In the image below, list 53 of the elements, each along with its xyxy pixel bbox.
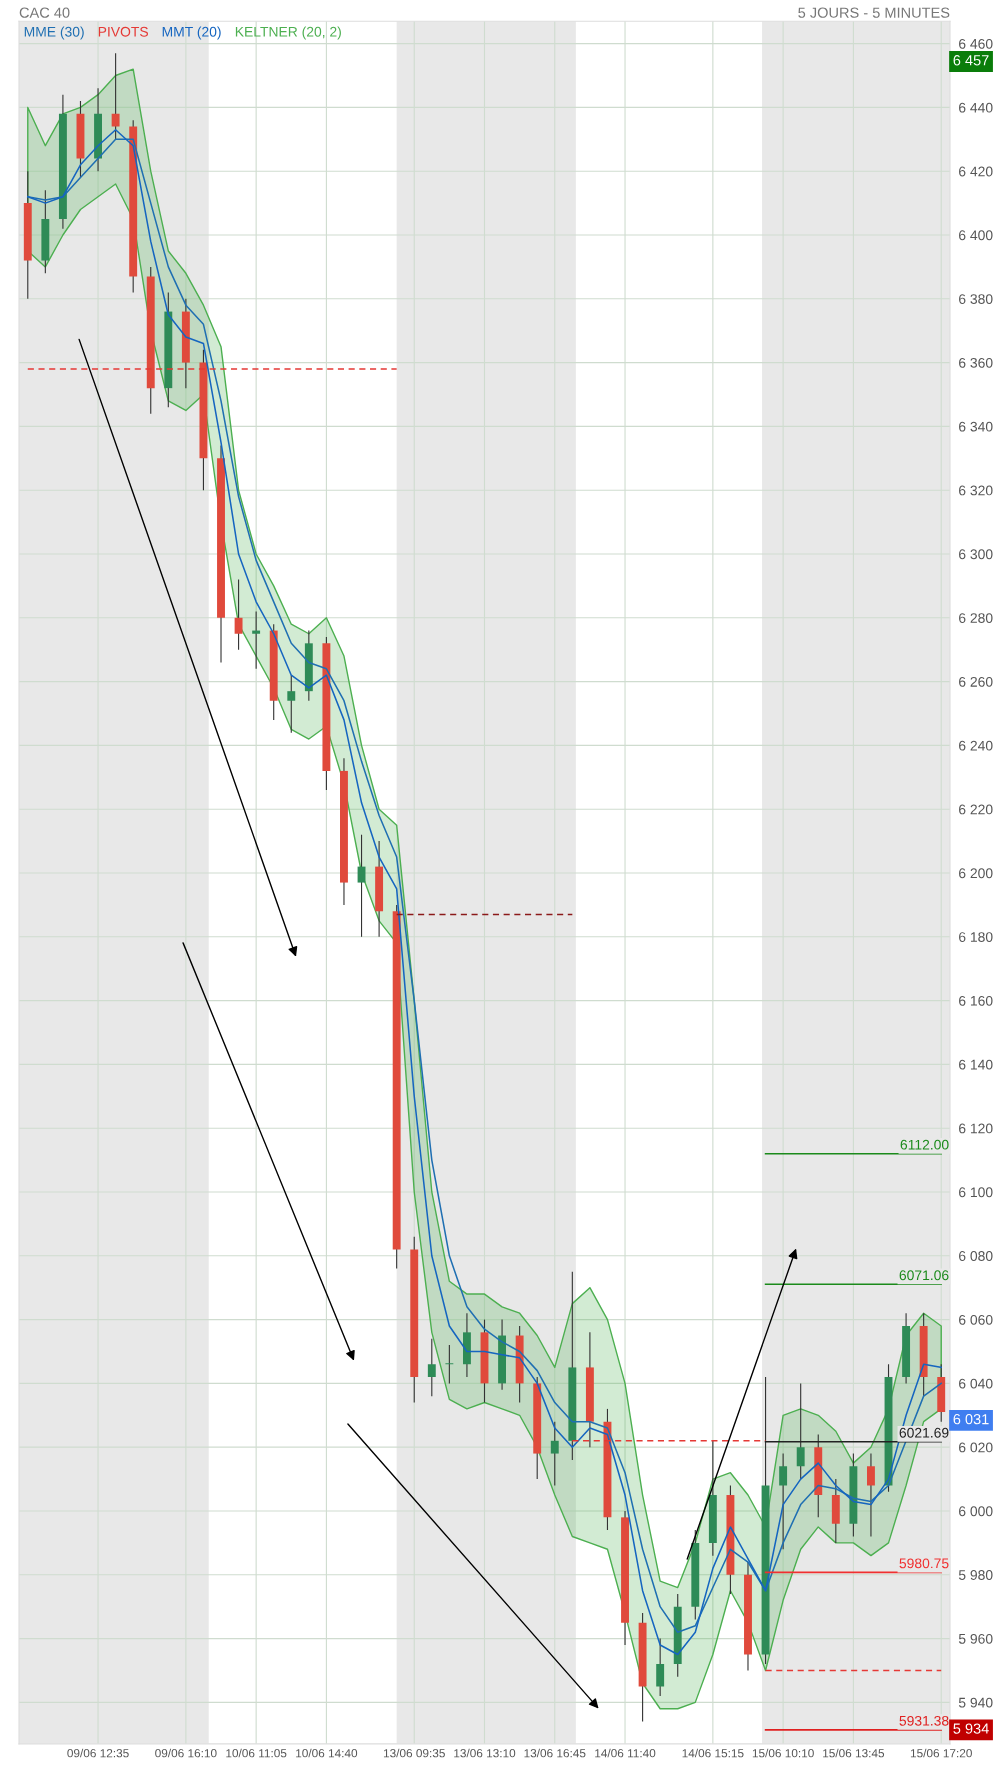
y-tick-label: 6 100: [959, 1187, 993, 1198]
x-tick-label: 09/06 12:35: [67, 1748, 129, 1758]
y-tick-label: 5 940: [958, 1697, 993, 1708]
y-tick-label: 6 040: [959, 1378, 993, 1389]
y-tick-label: 6 200: [959, 868, 993, 879]
chart-title: CAC 40: [19, 7, 70, 18]
y-tick-label: 6 380: [959, 294, 993, 304]
data-label: 5980.75: [899, 1558, 949, 1569]
y-tick-label: 6 460: [959, 38, 993, 49]
text: 6 031: [953, 1414, 989, 1425]
y-tick-label: 6 180: [959, 932, 993, 942]
y-tick-label: 6 160: [959, 995, 993, 1006]
x-tick-label: 14/06 15:15: [682, 1748, 744, 1758]
x-tick-label: 15/06 17:20: [910, 1748, 972, 1758]
x-tick-label: 13/06 13:10: [454, 1748, 516, 1758]
legend-label: KELTNER (20, 2): [235, 26, 341, 40]
text: MME (30): [24, 26, 84, 40]
y-tick-label: 6 220: [959, 804, 993, 815]
y-tick-label: 6 360: [959, 357, 993, 368]
x-tick-label: 10/06 14:40: [296, 1748, 358, 1758]
y-tick-label: 6 320: [959, 485, 993, 496]
y-tick-label: 6 140: [959, 1059, 993, 1070]
data-label: 6071.06: [899, 1270, 949, 1281]
x-tick-label: 15/06 10:10: [752, 1748, 814, 1758]
y-tick-label: 5 960: [958, 1633, 993, 1644]
y-tick-label: 6 300: [959, 549, 993, 560]
y-tick-label: 6 340: [959, 421, 993, 432]
y-tick-label: 5 980: [958, 1570, 993, 1580]
data-label: 6112.00: [900, 1139, 949, 1150]
x-tick-label: 14/06 11:40: [595, 1748, 656, 1758]
data-label: 5931.38: [899, 1715, 949, 1726]
x-tick-label: 10/06 11:05: [226, 1748, 287, 1758]
x-tick-label: 13/06 16:45: [524, 1748, 586, 1758]
text: MMT (20): [162, 26, 221, 40]
data-label: 6021.69: [899, 1427, 949, 1438]
x-tick-label: 15/06 13:45: [823, 1748, 885, 1758]
y-tick-label: 6 060: [959, 1314, 993, 1325]
y-tick-label: 6 120: [959, 1123, 993, 1134]
x-tick-label: 09/06 16:10: [155, 1748, 217, 1758]
text: PIVOTS: [98, 26, 148, 37]
chart-subtitle: 5 JOURS - 5 MINUTES: [798, 7, 950, 18]
y-tick-label: 6 260: [959, 676, 993, 687]
y-tick-label: 6 420: [959, 166, 993, 177]
x-tick-label: 13/06 09:35: [383, 1748, 445, 1758]
text: 6 457: [953, 55, 989, 66]
text: 5 934: [953, 1723, 989, 1734]
y-tick-label: 6 280: [959, 613, 993, 623]
y-tick-label: 6 400: [959, 230, 993, 241]
y-tick-label: 6 000: [959, 1506, 993, 1517]
y-tick-label: 6 440: [959, 102, 993, 113]
y-tick-label: 6 080: [959, 1251, 993, 1261]
y-tick-label: 6 020: [959, 1442, 993, 1453]
y-tick-label: 6 240: [959, 740, 993, 751]
